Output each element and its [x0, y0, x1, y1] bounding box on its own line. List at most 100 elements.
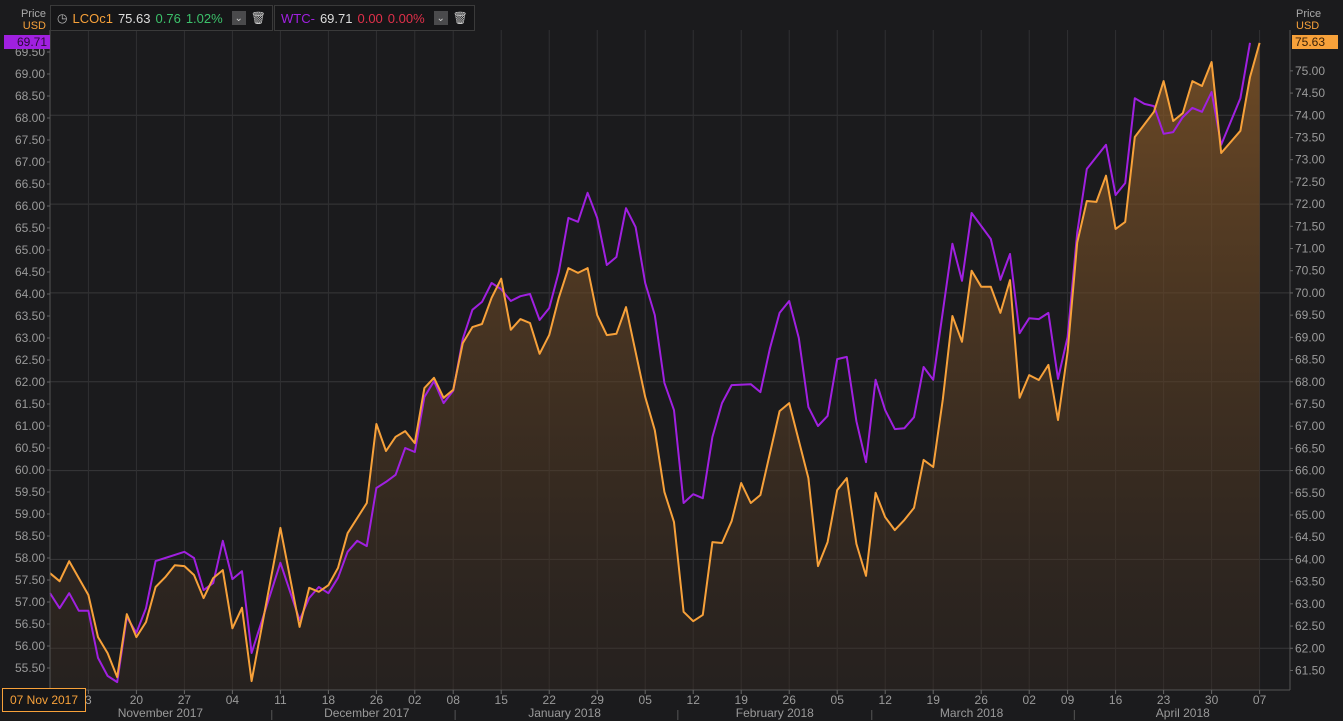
- legend-last: 69.71: [319, 10, 353, 26]
- x-axis-tick-label: 20: [130, 693, 144, 707]
- left-axis-tick-label: 69.00: [15, 67, 45, 81]
- left-axis-tick-label: 66.00: [15, 199, 45, 213]
- right-axis-tick-label: 66.50: [1295, 441, 1325, 455]
- month-label: April 2018: [1156, 706, 1210, 720]
- brent-last-price-tag: 75.63: [1292, 35, 1338, 49]
- right-axis-tick-label: 67.00: [1295, 419, 1325, 433]
- chevron-down-icon[interactable]: ⌄: [433, 11, 448, 25]
- left-axis-tick-label: 62.00: [15, 375, 45, 389]
- legend-lcoc1[interactable]: ◷ LCOc1 75.63 0.76 1.02% ⌄ 🗑: [50, 5, 273, 31]
- left-axis-tick-label: 56.00: [15, 639, 45, 653]
- x-axis-tick-label: 26: [975, 693, 989, 707]
- left-axis-tick-label: 60.00: [15, 463, 45, 477]
- month-label: December 2017: [324, 706, 410, 720]
- x-axis-tick-label: 26: [783, 693, 797, 707]
- crosshair-date-box: 07 Nov 2017: [2, 688, 86, 712]
- legend-symbol: LCOc1: [72, 10, 113, 26]
- right-axis-tick-label: 65.00: [1295, 508, 1325, 522]
- right-axis-tick-label: 74.00: [1295, 108, 1325, 122]
- trash-icon[interactable]: 🗑: [452, 11, 468, 25]
- right-axis-tick-label: 72.00: [1295, 197, 1325, 211]
- right-currency-label: USD: [1296, 20, 1320, 32]
- x-axis: 3 20 27 04 11 18 26 02 08 15 22 29 05 12 19 26 05 12 19 26 0…: [50, 689, 1290, 720]
- x-axis-tick-label: 07: [1253, 693, 1267, 707]
- series-line-wtc: [49, 42, 1251, 684]
- series-area-lcoc1: [50, 42, 1260, 690]
- right-axis-tick-label: 73.50: [1295, 130, 1325, 144]
- x-axis-tick-label: 22: [543, 693, 557, 707]
- right-axis-tick-label: 65.50: [1295, 486, 1325, 500]
- right-axis-tick-label: 62.50: [1295, 619, 1325, 633]
- x-axis-tick-label: 04: [226, 693, 240, 707]
- right-axis-tick-label: 64.50: [1295, 530, 1325, 544]
- legend-change: 0.76: [155, 10, 181, 26]
- right-axis-tick-label: 70.50: [1295, 264, 1325, 278]
- left-axis-tick-label: 62.50: [15, 353, 45, 367]
- right-axis-header: Price USD: [1296, 8, 1321, 32]
- right-axis-tick-label: 68.00: [1295, 375, 1325, 389]
- x-axis-tick-label: 23: [1157, 693, 1171, 707]
- right-axis-tick-label: 63.50: [1295, 575, 1325, 589]
- x-axis-tick-label: 27: [178, 693, 192, 707]
- wti-last-price-tag: 69.71: [4, 35, 50, 49]
- x-axis-tick-label: 02: [408, 693, 422, 707]
- right-axis: 61.50 62.00 62.50 63.00 63.50 64.00 64.50 65.00…: [1289, 30, 1325, 690]
- x-axis-tick-label: 19: [927, 693, 941, 707]
- x-axis-tick-label: 15: [495, 693, 509, 707]
- month-label: March 2018: [940, 706, 1004, 720]
- legend-change: 0.00: [357, 10, 383, 26]
- right-axis-tick-label: 75.00: [1295, 64, 1325, 78]
- legend-symbol: WTC-: [281, 10, 315, 26]
- left-axis-tick-label: 64.00: [15, 287, 45, 301]
- month-label: January 2018: [528, 706, 601, 720]
- left-axis-tick-label: 55.50: [15, 661, 45, 675]
- left-axis-tick-label: 61.00: [15, 419, 45, 433]
- left-axis-tick-label: 63.00: [15, 331, 45, 345]
- right-axis-tick-label: 69.50: [1295, 308, 1325, 322]
- right-axis-tick-label: 69.00: [1295, 330, 1325, 344]
- left-currency-label: USD: [22, 20, 46, 32]
- right-axis-tick-label: 71.00: [1295, 242, 1325, 256]
- month-label: February 2018: [736, 706, 814, 720]
- legend-pct: 1.02%: [185, 10, 223, 26]
- x-axis-tick-label: 19: [735, 693, 749, 707]
- legend-pct: 0.00%: [387, 10, 425, 26]
- clock-icon: ◷: [57, 11, 68, 25]
- left-axis-tick-label: 65.00: [15, 243, 45, 257]
- series-layer: [49, 42, 1261, 690]
- x-axis-tick-label: 26: [370, 693, 384, 707]
- right-axis-tick-label: 72.50: [1295, 175, 1325, 189]
- chevron-down-icon[interactable]: ⌄: [231, 11, 246, 25]
- right-axis-tick-label: 68.50: [1295, 353, 1325, 367]
- legend-wtc[interactable]: WTC- 69.71 0.00 0.00% ⌄ 🗑: [274, 5, 475, 31]
- left-axis-tick-label: 68.00: [15, 111, 45, 125]
- x-axis-tick-label: 30: [1205, 693, 1219, 707]
- right-axis-tick-label: 61.50: [1295, 663, 1325, 677]
- month-label: November 2017: [118, 706, 204, 720]
- left-axis-tick-label: 58.50: [15, 529, 45, 543]
- right-axis-tick-label: 62.00: [1295, 641, 1325, 655]
- x-axis-tick-label: 3: [85, 693, 92, 707]
- x-axis-tick-label: 12: [687, 693, 701, 707]
- left-axis-tick-label: 57.00: [15, 595, 45, 609]
- left-axis-tick-label: 59.50: [15, 485, 45, 499]
- left-axis-tick-label: 63.50: [15, 309, 45, 323]
- trash-icon[interactable]: 🗑: [250, 11, 266, 25]
- x-axis-tick-label: 09: [1061, 693, 1075, 707]
- left-axis-tick-label: 60.50: [15, 441, 45, 455]
- x-axis-tick-label: 05: [639, 693, 653, 707]
- left-axis-tick-label: 67.50: [15, 133, 45, 147]
- x-axis-tick-label: 16: [1109, 693, 1123, 707]
- x-axis-tick-label: 11: [274, 693, 287, 707]
- series-line-lcoc1: [49, 42, 1261, 683]
- right-axis-tick-label: 71.50: [1295, 219, 1325, 233]
- left-axis-tick-label: 56.50: [15, 617, 45, 631]
- left-axis-tick-label: 67.00: [15, 155, 45, 169]
- left-axis-tick-label: 61.50: [15, 397, 45, 411]
- right-axis-tick-label: 67.50: [1295, 397, 1325, 411]
- right-axis-tick-label: 74.50: [1295, 86, 1325, 100]
- left-axis-tick-label: 65.50: [15, 221, 45, 235]
- left-axis-tick-label: 57.50: [15, 573, 45, 587]
- x-axis-tick-label: 08: [447, 693, 461, 707]
